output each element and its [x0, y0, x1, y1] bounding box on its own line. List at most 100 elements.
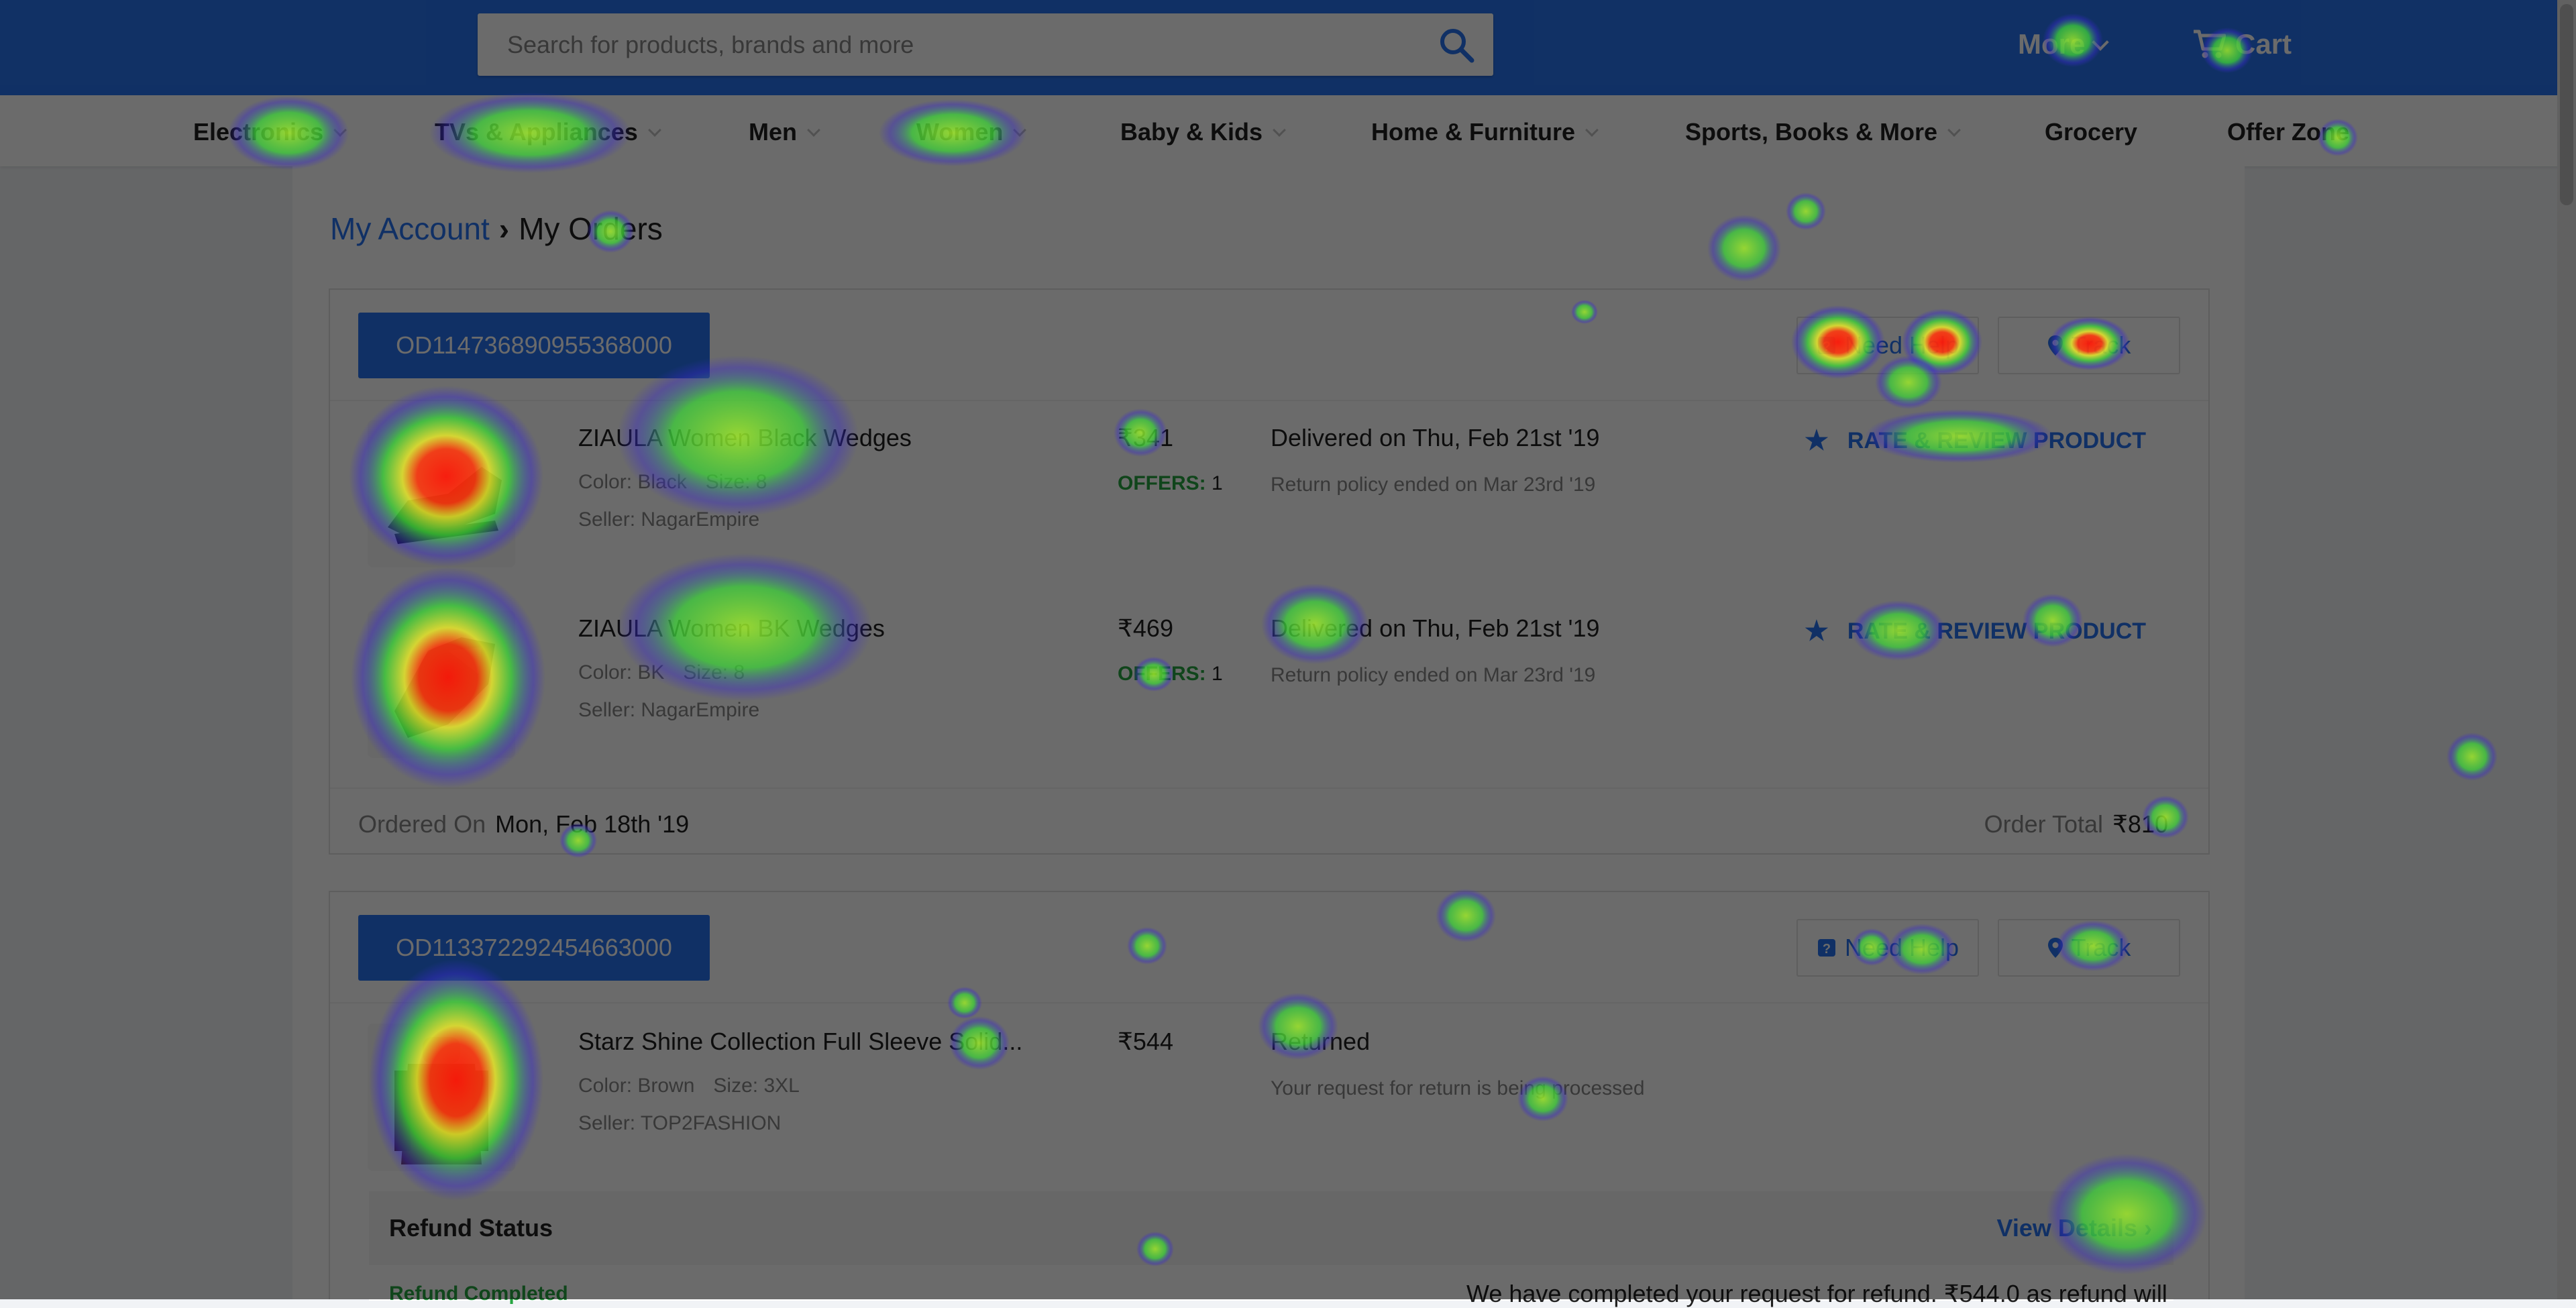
product-thumbnail[interactable] [368, 610, 515, 758]
track-button[interactable]: Track [1998, 919, 2180, 977]
seller-name: TOP2FASHION [640, 1112, 782, 1134]
return-policy-note: Return policy ended on Mar 23rd '19 [1271, 474, 1596, 496]
nav-item-women[interactable]: Women [916, 118, 1027, 146]
star-icon: ★ [1805, 616, 1829, 646]
product-attributes: Color: Black Size: 8 [578, 471, 767, 494]
refund-status-body: Refund Completed We have completed your … [369, 1265, 2174, 1307]
rate-review-button[interactable]: ★ RATE & REVIEW PRODUCT [1805, 425, 2146, 456]
track-label: Track [2071, 331, 2131, 359]
location-pin-icon [2047, 937, 2063, 959]
product-thumbnail[interactable] [368, 420, 515, 567]
order-header: OD114736890955368000 ? Need Help Track [330, 290, 2208, 401]
need-help-label: Need Help [1844, 331, 1960, 359]
rate-review-button[interactable]: ★ RATE & REVIEW PRODUCT [1805, 616, 2146, 647]
cart-label: Cart [2235, 28, 2292, 60]
nav-item-label: Electronics [193, 118, 324, 146]
chevron-down-icon [1585, 123, 1599, 137]
top-header: More Cart [0, 0, 2576, 95]
product-price: ₹544 [1118, 1028, 1173, 1055]
more-label: More [2018, 28, 2086, 60]
product-price: ₹341 [1118, 424, 1173, 451]
offers-count: 1 [1212, 472, 1223, 494]
product-title[interactable]: ZIAULA Women Black Wedges [578, 424, 912, 451]
breadcrumb-my-account[interactable]: My Account [330, 211, 490, 246]
offers-info[interactable]: OFFERS: 1 [1118, 472, 1223, 495]
seller-label: Seller: [578, 1112, 636, 1134]
cart-icon [2194, 30, 2226, 58]
nav-item-label: Home & Furniture [1371, 118, 1576, 146]
nav-item-sports-books[interactable]: Sports, Books & More [1685, 118, 1961, 146]
more-menu[interactable]: More [2018, 28, 2110, 60]
product-thumbnail[interactable] [368, 1024, 515, 1171]
color-value: Brown [637, 1075, 695, 1097]
svg-text:?: ? [1823, 942, 1831, 957]
offers-label: OFFERS: [1118, 663, 1206, 685]
ordered-on: Ordered On Mon, Feb 18th '19 [358, 810, 689, 838]
search-input[interactable] [478, 13, 1403, 76]
product-title[interactable]: ZIAULA Women BK Wedges [578, 614, 885, 642]
refund-state: Refund Completed [389, 1283, 568, 1305]
breadcrumb-separator: › [498, 211, 510, 246]
ordered-on-label: Ordered On [358, 810, 486, 838]
chevron-down-icon [807, 123, 820, 137]
order-id-button[interactable]: OD113372292454663000 [358, 915, 710, 981]
delivery-status: Delivered on Thu, Feb 21st '19 [1271, 614, 1600, 642]
offers-label: OFFERS: [1118, 472, 1206, 494]
track-button[interactable]: Track [1998, 317, 2180, 374]
nav-item-home-furniture[interactable]: Home & Furniture [1371, 118, 1599, 146]
order-card: OD114736890955368000 ? Need Help Track Z… [329, 288, 2210, 855]
need-help-label: Need Help [1844, 934, 1960, 961]
color-value: BK [637, 661, 665, 684]
product-title[interactable]: Starz Shine Collection Full Sleeve Solid… [578, 1028, 1023, 1055]
cart-button[interactable]: Cart [2192, 25, 2292, 63]
chevron-down-icon [1273, 123, 1286, 137]
offers-count: 1 [1212, 663, 1223, 685]
seller-name: NagarEmpire [641, 508, 760, 531]
location-pin-icon [2047, 335, 2063, 356]
delivery-status: Delivered on Thu, Feb 21st '19 [1271, 424, 1600, 451]
nav-item-offer-zone[interactable]: Offer Zone [2227, 118, 2349, 146]
nav-item-electronics[interactable]: Electronics [193, 118, 347, 146]
nav-item-men[interactable]: Men [749, 118, 820, 146]
chevron-down-icon [2092, 34, 2110, 51]
color-value: Black [637, 471, 687, 493]
chevron-down-icon [333, 123, 347, 137]
order-footer: Ordered On Mon, Feb 18th '19 Order Total ₹… [330, 787, 2208, 855]
nav-item-label: Men [749, 118, 797, 146]
order-card: OD113372292454663000 ? Need Help Track S… [329, 891, 2210, 1307]
order-header: OD113372292454663000 ? Need Help Track [330, 892, 2208, 1003]
view-details-link[interactable]: View Details › [1997, 1214, 2152, 1242]
nav-item-label: Grocery [2045, 118, 2138, 146]
nav-item-label: Baby & Kids [1120, 118, 1263, 146]
refund-status-bar: Refund Status View Details › [369, 1191, 2174, 1265]
search-icon[interactable] [1437, 25, 1476, 64]
order-total: Order Total ₹810 [1984, 810, 2168, 838]
scrollbar-thumb[interactable] [2560, 4, 2573, 205]
need-help-button[interactable]: ? Need Help [1796, 919, 1979, 977]
chevron-down-icon [1947, 123, 1961, 137]
product-price: ₹469 [1118, 614, 1173, 642]
help-icon: ? [1817, 335, 1837, 356]
order-item[interactable]: ZIAULA Women BK Wedges Color: BK Size: 8 … [330, 601, 2208, 775]
order-item[interactable]: Starz Shine Collection Full Sleeve Solid… [330, 1014, 2208, 1189]
seller-label: Seller: [578, 699, 636, 721]
order-id-button[interactable]: OD114736890955368000 [358, 313, 710, 378]
offers-info[interactable]: OFFERS: 1 [1118, 663, 1223, 686]
need-help-button[interactable]: ? Need Help [1796, 317, 1979, 374]
search-bar [478, 13, 1493, 76]
nav-item-tvs-appliances[interactable]: TVs & Appliances [435, 118, 661, 146]
chevron-down-icon [647, 123, 661, 137]
chevron-down-icon [1013, 123, 1027, 137]
color-label: Color: [578, 661, 633, 684]
nav-item-grocery[interactable]: Grocery [2045, 118, 2137, 146]
size-value: 3XL [763, 1075, 800, 1097]
size-value: 8 [755, 471, 767, 493]
product-seller: Seller: TOP2FASHION [578, 1112, 781, 1135]
nav-item-label: Offer Zone [2227, 118, 2350, 146]
heat-spot [2447, 732, 2498, 781]
order-item[interactable]: ZIAULA Women Black Wedges Color: Black Si… [330, 411, 2208, 585]
product-attributes: Color: BK Size: 8 [578, 661, 745, 684]
nav-item-baby-kids[interactable]: Baby & Kids [1120, 118, 1286, 146]
size-label: Size: [683, 661, 729, 684]
star-icon: ★ [1805, 426, 1829, 455]
